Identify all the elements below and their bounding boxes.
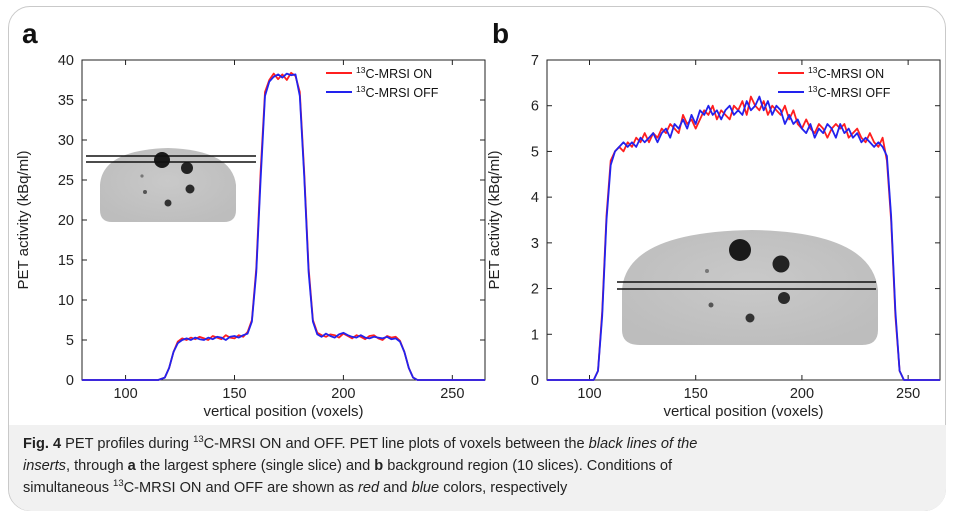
phantom-a-sphere-5 — [143, 190, 147, 194]
phantom-inset-a — [86, 148, 256, 222]
y-tick-label-a-20: 20 — [58, 213, 74, 229]
caption-italic-1: black lines of the — [588, 436, 698, 452]
phantom-b-sphere-3 — [778, 292, 790, 304]
caption-title-sup: 13 — [193, 434, 204, 446]
phantom-b-sphere-5 — [708, 302, 714, 308]
plot-area-a: 100 150 200 250 0 5 10 15 20 25 30 35 40 vertical pos… — [15, 53, 486, 420]
x-tick-label-b-200: 200 — [790, 386, 814, 402]
x-tick-label-b-100: 100 — [577, 386, 601, 402]
y-tick-label-a-25: 25 — [58, 173, 74, 189]
caption-bold-a: a — [127, 458, 136, 474]
y-tick-label-a-35: 35 — [58, 93, 74, 109]
y-tick-label-a-15: 15 — [58, 253, 74, 269]
phantom-inset-b — [617, 230, 878, 345]
y-tick-label-a-40: 40 — [58, 53, 74, 69]
x-tick-label-b-250: 250 — [896, 386, 920, 402]
panel-letter-a: a — [22, 18, 38, 49]
phantom-a-sphere-4 — [164, 199, 172, 207]
axes-box-b — [546, 59, 941, 381]
legend-a: 13C-MRSI ON 13C-MRSI OFF — [326, 65, 439, 100]
y-tick-label-a-5: 5 — [66, 333, 74, 349]
y-tick-label-b-5: 5 — [531, 144, 539, 160]
chart-b: 100 150 200 250 0 1 2 3 4 5 6 7 vertical position (v… — [486, 53, 941, 420]
series-line-b-off — [547, 95, 940, 381]
caption-line-3: simultaneous 13C-MRSI ON and OFF are sho… — [23, 477, 932, 499]
panel-letter-b: b — [492, 18, 510, 49]
y-tick-label-b-3: 3 — [531, 236, 539, 252]
y-tick-label-b-1: 1 — [531, 327, 539, 343]
y-tick-label-b-2: 2 — [531, 282, 539, 298]
caption-bold-b: b — [374, 458, 384, 474]
caption-fig-label: Fig. 4 — [23, 436, 62, 452]
x-tick-label-b-150: 150 — [684, 386, 708, 402]
phantom-b-sphere-4 — [745, 313, 755, 323]
caption-line-2: inserts, through a the largest sphere (s… — [23, 455, 932, 477]
phantom-b-sphere-2 — [772, 255, 790, 273]
caption-line-1: Fig. 4 PET profiles during 13C-MRSI ON a… — [23, 433, 932, 455]
y-tick-label-b-6: 6 — [531, 99, 539, 115]
figure-caption: Fig. 4 PET profiles during 13C-MRSI ON a… — [9, 425, 946, 511]
caption-title-post: C-MRSI ON and OFF. PET line plots of vox… — [203, 436, 589, 452]
phantom-b-sphere-1 — [729, 239, 751, 261]
caption-line3-d: colors, respectively — [439, 480, 568, 496]
x-axis-label-b: vertical position (voxels) — [663, 403, 823, 420]
caption-line2-c: background region (10 slices). Condition… — [383, 458, 672, 474]
legend-b: 13C-MRSI ON 13C-MRSI OFF — [778, 65, 891, 100]
y-axis-label-a: PET activity (kBq/ml) — [15, 151, 32, 290]
y-tick-label-a-0: 0 — [66, 373, 74, 389]
y-tick-label-a-10: 10 — [58, 293, 74, 309]
phantom-a-sphere-2 — [181, 162, 193, 174]
series-line-a-off — [82, 72, 485, 381]
caption-italic-red: red — [358, 480, 380, 496]
y-tick-label-b-0: 0 — [531, 373, 539, 389]
phantom-a-sphere-6 — [140, 174, 144, 178]
caption-line2-a: , through — [65, 458, 128, 474]
caption-line2-b: the largest sphere (single slice) and — [135, 458, 375, 474]
x-tick-label-a-100: 100 — [113, 386, 137, 402]
x-tick-label-a-200: 200 — [331, 386, 355, 402]
caption-line3-c: and — [379, 480, 412, 496]
caption-title-pre: PET profiles during — [61, 436, 194, 452]
caption-line3-a: simultaneous — [23, 480, 114, 496]
caption-line3-sup: 13 — [113, 478, 124, 490]
caption-line2-italic: inserts — [23, 458, 66, 474]
x-tick-label-a-150: 150 — [222, 386, 246, 402]
caption-italic-blue: blue — [411, 480, 440, 496]
x-axis-label-a: vertical position (voxels) — [203, 403, 363, 420]
y-axis-label-b: PET activity (kBq/ml) — [486, 151, 503, 290]
chart-a: 100 150 200 250 0 5 10 15 20 25 30 35 40 vertical pos… — [15, 53, 486, 420]
y-tick-label-a-30: 30 — [58, 133, 74, 149]
y-tick-label-b-4: 4 — [531, 190, 539, 206]
caption-line3-b: C-MRSI ON and OFF are shown as — [123, 480, 359, 496]
phantom-b-sphere-6 — [705, 269, 709, 273]
legend-label-b-1: 13C-MRSI OFF — [808, 84, 891, 100]
legend-label-b-0: 13C-MRSI ON — [808, 65, 884, 81]
plot-area-b: 100 150 200 250 0 1 2 3 4 5 6 7 vertical position (v… — [486, 53, 941, 420]
legend-label-a-1: 13C-MRSI OFF — [356, 84, 439, 100]
y-tick-label-b-7: 7 — [531, 53, 539, 69]
legend-label-a-0: 13C-MRSI ON — [356, 65, 432, 81]
phantom-a-sphere-3 — [185, 184, 195, 194]
x-tick-label-a-250: 250 — [440, 386, 464, 402]
